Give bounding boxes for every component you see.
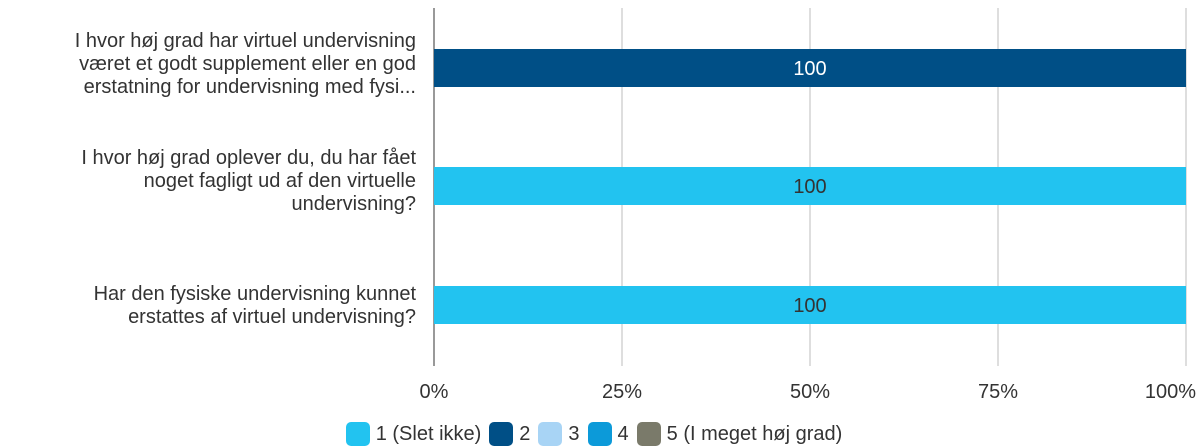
bar (434, 286, 1186, 324)
legend-label: 2 (519, 422, 531, 445)
category-label-line: I hvor høj grad oplever du, du har fået (81, 147, 416, 169)
category-label: Har den fysiske undervisning kunnet ersta… (0, 283, 416, 329)
legend-label: 4 (617, 422, 629, 445)
legend-swatch (636, 422, 661, 446)
category-label-line: Har den fysiske undervisning kunnet (93, 283, 416, 305)
category-label: I hvor høj grad har virtuel undervisning… (0, 30, 416, 99)
category-label-line: I hvor høj grad har virtuel undervisning (74, 30, 416, 52)
category-label-line: været et godt supplement eller en god (79, 53, 416, 75)
bar (434, 167, 1186, 205)
category-label-line: erstattes af virtuel undervisning? (128, 306, 416, 328)
x-tick-label: 50% (790, 381, 830, 403)
legend-item: 3 (538, 422, 580, 446)
legend-swatch (489, 422, 514, 446)
data-label: 100 (793, 176, 826, 198)
x-tick-label: 100% (1145, 381, 1196, 403)
legend-swatch (345, 422, 370, 446)
legend: 1 (Slet ikke) 2 3 4 5 (I meget høj grad) (0, 420, 1196, 448)
x-tick-label: 0% (420, 381, 449, 403)
category-label-line: noget fagligt ud af den virtuelle (143, 170, 416, 192)
legend-item: 4 (587, 422, 629, 446)
category-label: I hvor høj grad oplever du, du har fået n… (0, 147, 416, 216)
category-label-line: erstatning for undervisning med fysi... (83, 76, 416, 98)
data-label: 100 (793, 295, 826, 317)
bar (434, 49, 1186, 87)
legend-item: 5 (I meget høj grad) (636, 422, 843, 446)
legend-label: 5 (I meget høj grad) (666, 422, 843, 445)
x-tick-label: 75% (978, 381, 1018, 403)
legend-label: 1 (Slet ikke) (375, 422, 482, 445)
data-label: 100 (793, 58, 826, 80)
legend-item: 1 (Slet ikke) (345, 422, 482, 446)
x-tick-label: 25% (602, 381, 642, 403)
legend-item: 2 (489, 422, 530, 446)
legend-swatch (587, 422, 612, 446)
legend-swatch (538, 422, 563, 446)
category-label-line: undervisning? (291, 193, 416, 215)
legend-label: 3 (568, 422, 580, 445)
